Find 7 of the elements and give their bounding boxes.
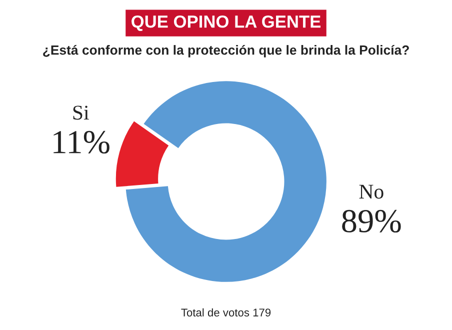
slice-label: Si (73, 106, 89, 120)
data-label: 89% (342, 210, 401, 233)
chart-title: QUE OPINO LA GENTE (132, 15, 320, 32)
chart-subtitle: ¿Está conforme con la protección que le brinda la Policía? (43, 44, 409, 58)
text: Total de votos 179 (181, 308, 271, 316)
data-label: 11% (54, 130, 110, 154)
slice-label: No (359, 184, 384, 199)
